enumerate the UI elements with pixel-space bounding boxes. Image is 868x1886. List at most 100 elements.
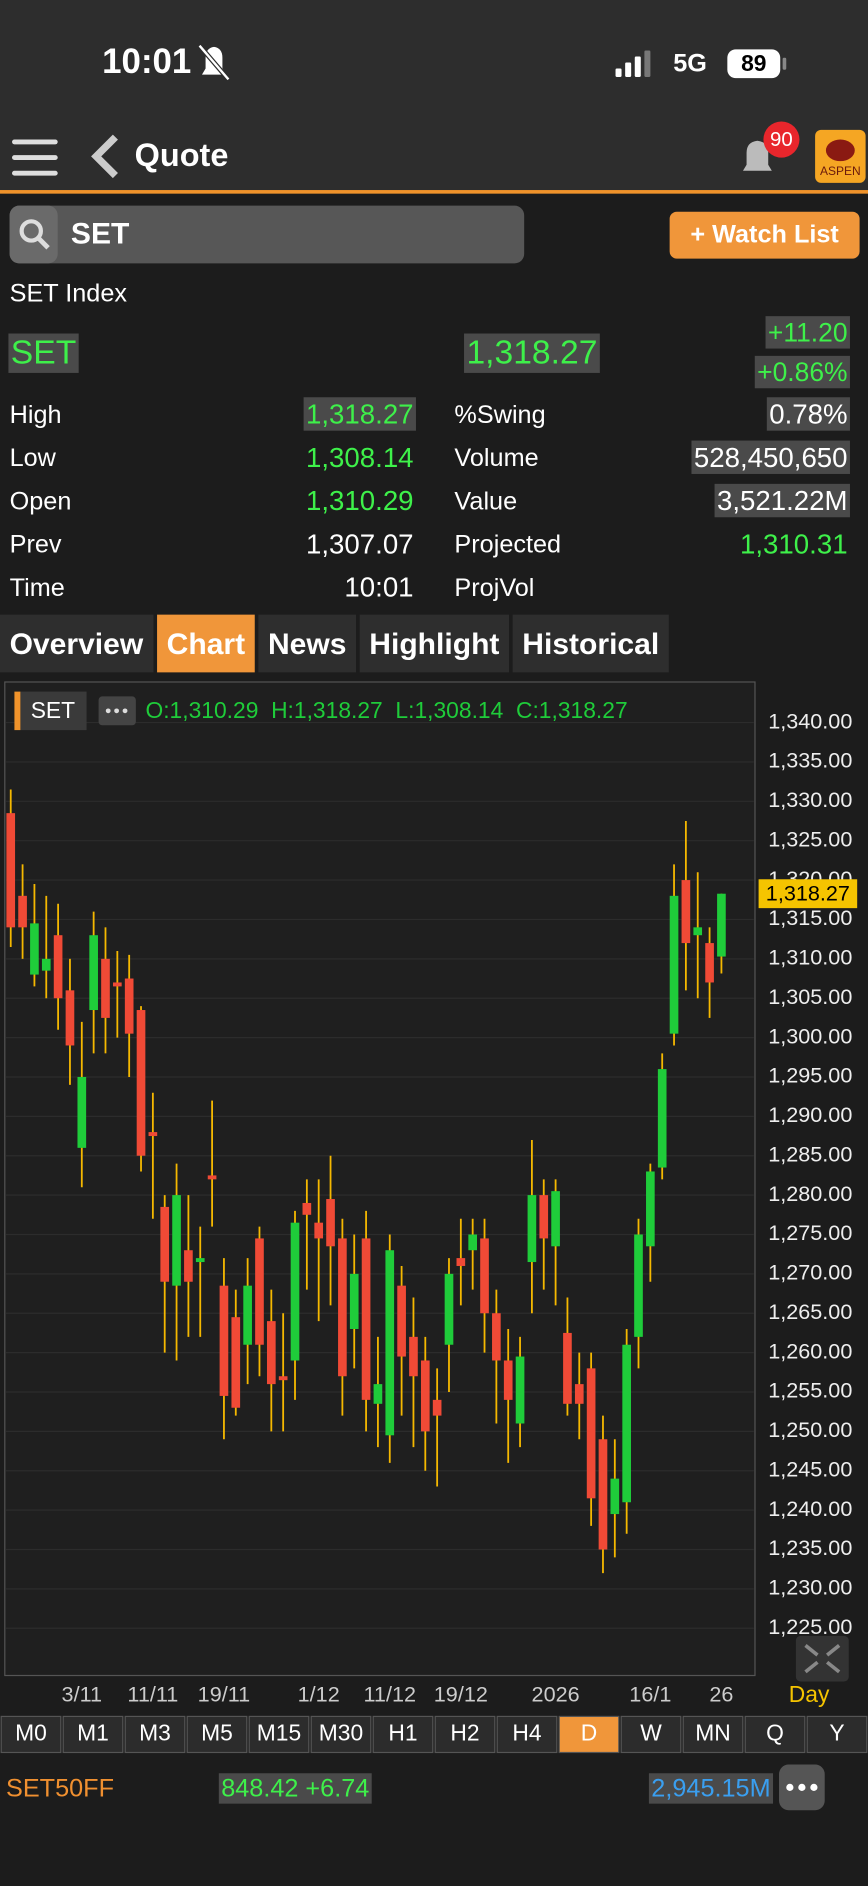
search-box[interactable] [9, 205, 525, 264]
header-title: Quote [135, 137, 229, 173]
highlight-box [303, 397, 416, 431]
candle-body [705, 943, 714, 983]
timeframe-bg [744, 1715, 806, 1754]
candle-body [18, 895, 27, 928]
tab[interactable]: Historical [512, 614, 669, 673]
timeframe-button[interactable]: M5 [186, 1715, 248, 1754]
back-button[interactable] [91, 134, 118, 179]
y-tick-label: 1,225.00 [768, 1614, 852, 1639]
tab-bg [258, 614, 357, 673]
timeframe-bg [558, 1715, 620, 1754]
tab[interactable]: Overview [0, 614, 154, 673]
index-last: 1,318.27 [466, 335, 597, 372]
x-tick-label: 19/11 [198, 1682, 251, 1707]
mute-icon [197, 44, 231, 81]
timeframe-bg [372, 1715, 434, 1754]
y-tick-label: 1,230.00 [768, 1575, 852, 1600]
search-icon [19, 219, 43, 243]
header-divider [0, 190, 868, 194]
tab-label: Overview [10, 628, 144, 661]
timeframe-button[interactable]: H2 [434, 1715, 496, 1754]
candle-body [551, 1191, 560, 1247]
tab-bg [512, 614, 669, 673]
candle-body [172, 1195, 181, 1286]
y-tick-label: 1,305.00 [768, 984, 852, 1009]
timeframe-button[interactable]: M0 [0, 1715, 62, 1754]
candle-body [89, 935, 98, 1011]
tab[interactable]: Highlight [359, 614, 510, 673]
candle-body [468, 1234, 478, 1251]
highlight-box [648, 1773, 774, 1804]
highlight-box [765, 316, 850, 349]
timeframe-label: Q [766, 1719, 784, 1745]
candle-body [195, 1258, 205, 1263]
stat-value: 1,310.31 [740, 528, 848, 559]
candle-body [65, 990, 75, 1046]
candle-body [657, 1069, 667, 1168]
candle-body [622, 1344, 631, 1503]
timeframe-button[interactable]: M30 [310, 1715, 372, 1754]
candle-body [148, 1132, 158, 1137]
top-bar [0, 0, 868, 191]
stat-value: 528,450,650 [694, 442, 848, 473]
symbol-marker [14, 691, 21, 731]
timeframe-bg [806, 1715, 868, 1754]
candle-body [219, 1285, 229, 1396]
chart-frame [4, 681, 756, 1677]
watchlist-button[interactable] [669, 211, 860, 259]
tab-bg [0, 614, 154, 673]
timeframe-label: M0 [15, 1719, 47, 1745]
tab[interactable]: Chart [157, 614, 255, 673]
y-tick-label: 1,310.00 [768, 945, 852, 970]
timeframe-button[interactable]: M1 [62, 1715, 124, 1754]
y-tick-label: 1,315.00 [768, 905, 852, 930]
tab[interactable]: News [258, 614, 357, 673]
timeframe-button[interactable]: H4 [496, 1715, 558, 1754]
menu-button[interactable] [12, 139, 58, 176]
candle-body [717, 893, 726, 957]
stat-value: 1,318.27 [306, 398, 414, 429]
candle-body [231, 1317, 241, 1408]
candle-body [124, 978, 134, 1034]
tab-label: Highlight [369, 628, 499, 661]
timeframe-button[interactable]: M15 [248, 1715, 310, 1754]
highlight-box [8, 333, 79, 373]
timeframe-label: D [581, 1719, 597, 1745]
timeframe-button[interactable]: MN [682, 1715, 744, 1754]
y-tick-label: 1,325.00 [768, 826, 852, 851]
candle-body [574, 1384, 584, 1404]
timeframe-bg [124, 1715, 186, 1754]
battery-level: 89 [741, 50, 766, 76]
candle-body [266, 1321, 276, 1385]
timeframe-button[interactable]: M3 [124, 1715, 186, 1754]
x-tick-label: 19/12 [434, 1682, 488, 1707]
stat-label: Prev [10, 531, 62, 559]
candle-body [326, 1199, 335, 1247]
index-change: +11.20 [768, 317, 848, 347]
stat-label: Volume [454, 444, 538, 472]
candle-body [41, 958, 51, 971]
stat-label: Low [10, 444, 57, 472]
candle-body [503, 1360, 513, 1400]
candle-body [409, 1336, 418, 1377]
ohlc-label: O:1,310.29 H:1,318.27 L:1,308.14 C:1,318… [145, 697, 627, 723]
candle-body [397, 1285, 406, 1357]
expand-button[interactable] [795, 1635, 849, 1682]
ticker: SET50FF 848.42 +6.74 2,945.15M [6, 1773, 774, 1804]
tab-label: Chart [167, 628, 245, 661]
candle-body [492, 1313, 501, 1361]
y-tick-label: 1,285.00 [768, 1141, 852, 1166]
timeframe-button[interactable]: Q [744, 1715, 806, 1754]
chart-symbol: SET [31, 697, 75, 723]
highlight-box [754, 355, 850, 389]
interval-label: Day [789, 1681, 830, 1707]
bell-icon[interactable] [742, 140, 772, 171]
last-price-label: 1,318.27 [766, 881, 850, 906]
timeframe-button[interactable]: D [558, 1715, 620, 1754]
timeframe-button[interactable]: H1 [372, 1715, 434, 1754]
y-tick-label: 1,255.00 [768, 1378, 852, 1403]
notification-badge [763, 121, 800, 158]
timeframe-button[interactable]: W [620, 1715, 682, 1754]
timeframe-button[interactable]: Y [806, 1715, 868, 1754]
